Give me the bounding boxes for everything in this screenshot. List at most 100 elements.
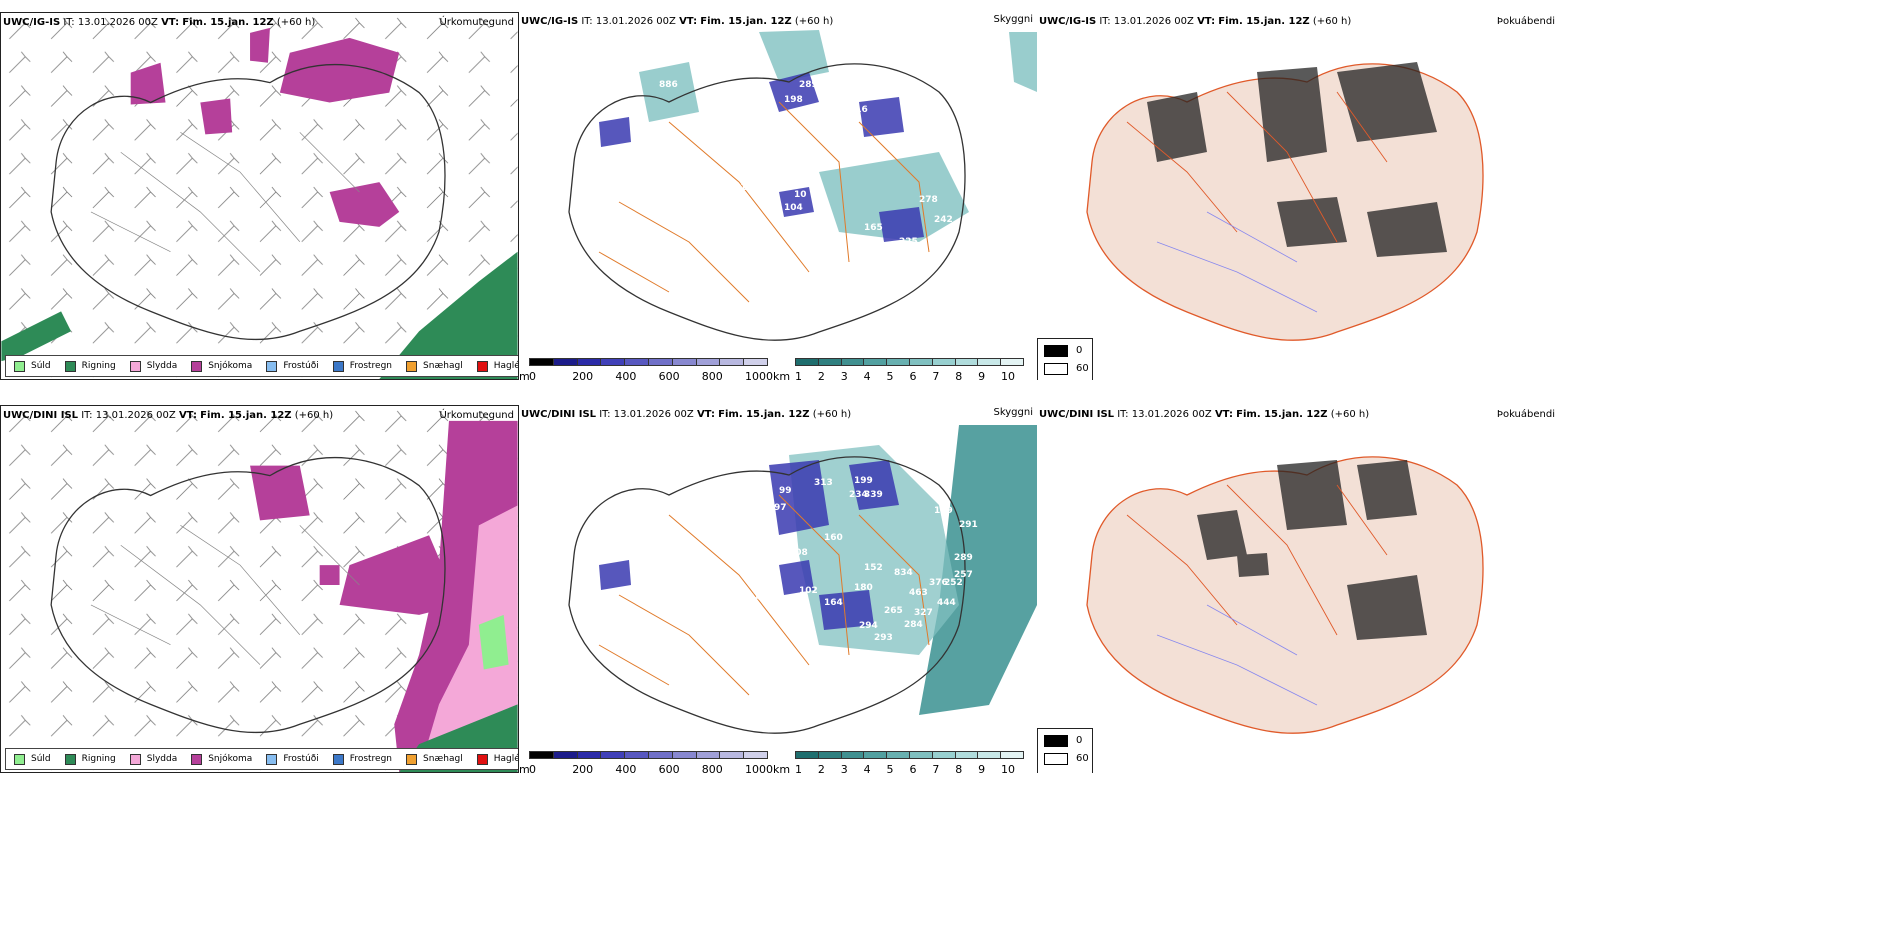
cloudbase-color-segment [552,358,578,366]
legend-item-frostudi: Frostúði [266,753,319,765]
fog-map-row1 [1086,62,1484,341]
cloudbase-tick-label: 800 [701,370,723,380]
model-name: UWC/IG-IS [3,17,61,28]
fog-legend-dark-value: 0 [1076,735,1083,746]
cloud-base-value-label: 339 [864,490,883,500]
cloudbase-color-segment [695,358,721,366]
visibility-tick-label: 1 [795,370,802,380]
cloud-base-value-label: 463 [909,588,928,598]
legend-swatch [266,753,278,765]
legend-item-frostregn: Frostregn [332,360,392,372]
cloudbase-color-segment [529,751,554,759]
map-header-row2-fog: UWC/DINI ISL IT: 13.01.2026 00Z VT: Fim.… [1039,409,1370,420]
cloud-base-value-label: 87 [819,237,832,247]
visibility-color-segment [863,358,888,366]
visibility-tick-label: 10 [1001,370,1015,380]
cloud-base-value-label: 107 [754,110,773,120]
visibility-color-segment [909,358,933,366]
cloudbase-color-segment [719,751,745,759]
visibility-tick-label: 8 [955,370,963,380]
cloudbase-color-segment [529,358,554,366]
precip-legend: Súld Rigning Slydda Snjókoma Frostúði Fr… [5,748,518,770]
cloud-panel-row1: 886 35 105 28 102 111 198 289 202 201 323 817 107 116… [519,12,1037,380]
cloudbase-tick-label: 600 [658,370,680,380]
fog-legend-row2: 0 60 [1037,728,1093,773]
visibility-tick-label: 3 [840,763,848,773]
visibility-color-segment [817,751,842,759]
visibility-colorbar-row1: km 1 2 3 4 5 6 7 8 9 10 [773,358,1024,380]
legend-swatch [406,753,418,765]
visibility-tick-label: 2 [817,763,825,773]
cloud-base-value-label: 28 [704,133,717,143]
legend-item-snaehagl: Snæhagl [406,753,463,765]
cloud-base-value-label: 102 [684,173,703,183]
cloud-base-value-label: 444 [937,598,956,608]
visibility-tick-label: 5 [886,763,894,773]
cloud-base-value-label: 257 [954,570,973,580]
visibility-colorbar-row2: km 1 2 3 4 5 6 7 8 9 10 [773,751,1024,773]
visibility-tick-label: 6 [909,370,917,380]
legend-item-snjokoma: Snjókoma [191,360,252,372]
cloudbase-color-segment [576,751,602,759]
cloudbase-color-segment [600,358,626,366]
visibility-color-segment [909,751,933,759]
legend-item-slydda: Slydda [129,360,177,372]
legend-swatch [129,753,141,765]
lead-time: (+60 h) [294,410,334,421]
cloud-base-value-label: 313 [814,478,833,488]
visibility-color-segment [977,358,1002,366]
cloudbase-color-segment [648,358,673,366]
legend-item-haglel: Haglél [476,753,518,765]
cloudbase-tick-label: 800 [701,763,723,773]
visibility-color-segment [977,751,1002,759]
cloud-base-value-label: 97 [774,503,787,513]
cloudbase-color-segment [600,751,626,759]
legend-item-rigning: Rigning [64,753,116,765]
cloudbase-tick-label: 400 [615,370,637,380]
cloud-base-value-label: 291 [959,520,978,530]
legend-item-slydda: Slydda [129,753,177,765]
valid-time-label: VT: [178,410,197,421]
cloud-base-value-label: 817 [879,50,898,60]
cloudbase-unit: m [519,370,530,380]
cloudbase-tick-label: 0 [529,763,536,773]
legend-item-frostregn: Frostregn [332,753,392,765]
cloud-base-value-label: 225 [899,237,918,247]
panel-title: Úrkomutegund [439,410,514,421]
fog-panel-row2: UWC/DINI ISL IT: 13.01.2026 00Z VT: Fim.… [1037,405,1557,773]
map-header-row1-cloud: UWC/IG-IS IT: 13.01.2026 00Z VT: Fim. 15… [521,16,834,27]
visibility-color-segment [795,751,819,759]
visibility-tick-label: 3 [840,370,848,380]
visibility-color-segment [817,358,842,366]
cloud-base-value-label: 201 [839,77,858,87]
visibility-tick-label: 7 [932,370,940,380]
visibility-color-segment [795,358,819,366]
cloudbase-color-segment [671,751,697,759]
precip-map-row1 [1,13,518,379]
fog-legend-light-box [1044,753,1068,765]
cloudbase-color-segment [695,751,721,759]
fog-legend-light-value: 60 [1076,363,1089,374]
visibility-tick-label: 9 [978,763,986,773]
visibility-tick-label: 2 [817,370,825,380]
visibility-color-segment [931,358,956,366]
visibility-tick-label: 4 [863,370,871,380]
map-header-row2: UWC/DINI ISL IT: 13.01.2026 00Z VT: Fim.… [3,410,333,421]
legend-item-snjokoma: Snjókoma [191,753,252,765]
cloud-base-value-label: 234 [849,490,868,500]
legend-swatch [129,360,141,372]
cloudbase-color-segment [648,751,673,759]
precip-panel-row1: UWC/IG-IS IT: 13.01.2026 00Z VT: Fim. 15… [0,12,519,380]
cloud-base-value-label: 327 [914,608,933,618]
legend-swatch [14,753,25,765]
fog-panel-row1: UWC/IG-IS IT: 13.01.2026 00Z VT: Fim. 15… [1037,12,1557,380]
cloudbase-tick-label: 600 [658,763,680,773]
legend-swatch [266,360,278,372]
cloudbase-color-segment [743,751,768,759]
visibility-tick-label: 4 [863,763,871,773]
cloudbase-colorbar-row2: m 0 200 400 600 800 1000 [519,751,773,773]
visibility-tick-label: 7 [932,763,940,773]
cloudbase-tick-label: 200 [572,370,594,380]
legend-item-rigning: Rigning [64,360,116,372]
